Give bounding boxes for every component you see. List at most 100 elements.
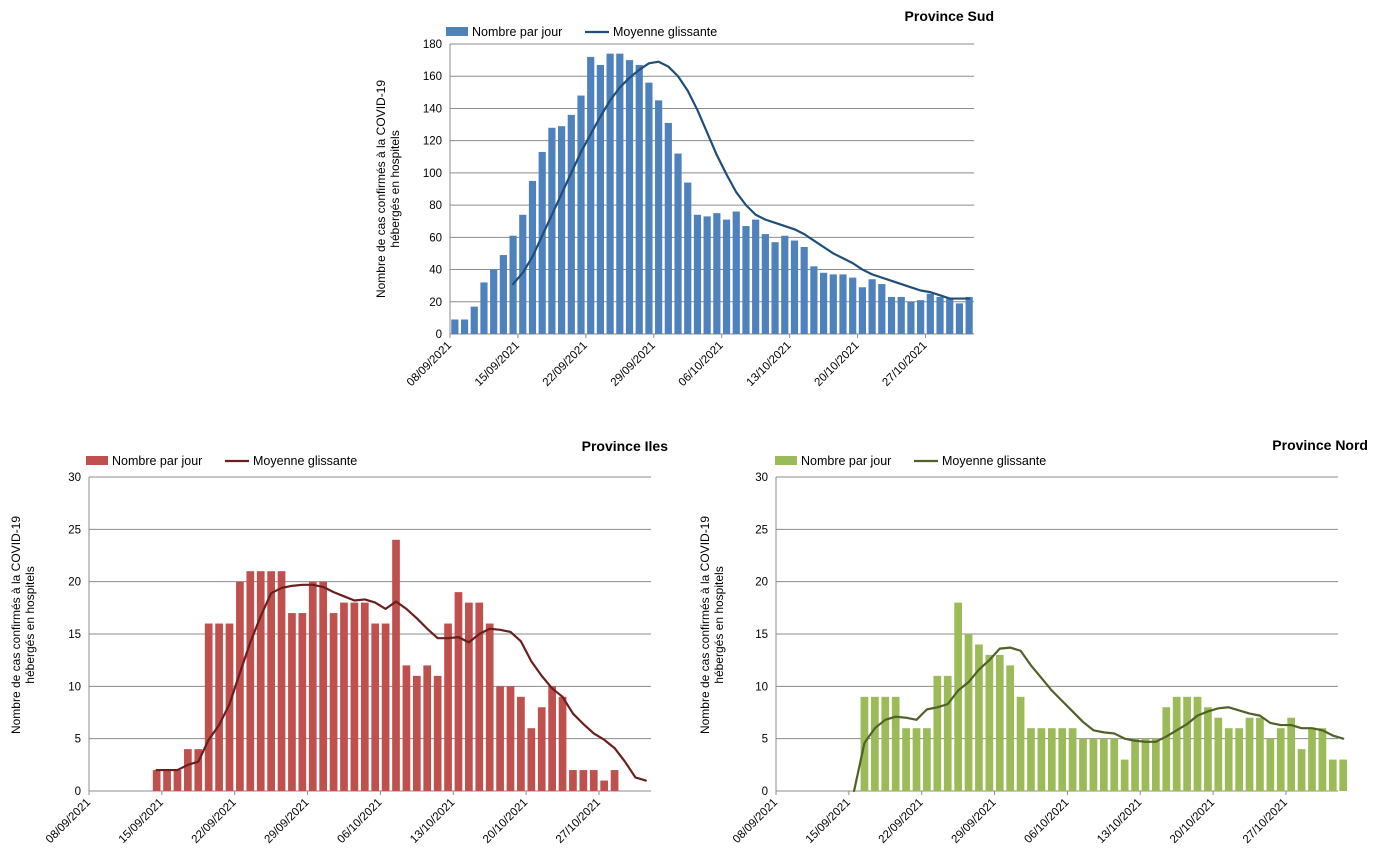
- chart-province-sud: 0 20 40 60 80 100 120 140 160 180 08/09/2021 15/09/…: [374, 8, 994, 389]
- bar-province-sud: [752, 219, 760, 334]
- bar-province-sud: [577, 95, 585, 334]
- chart-title: Province Nord: [1272, 437, 1368, 453]
- bar-province-sud: [674, 153, 682, 334]
- bar-province-iles: [288, 613, 296, 791]
- y-tick-label: 80: [429, 200, 442, 212]
- bar-province-iles: [558, 696, 567, 791]
- bar-province-nord: [933, 675, 942, 791]
- bar-province-sud: [829, 274, 837, 334]
- bar-province-nord: [1308, 728, 1316, 791]
- bar-province-nord: [1162, 707, 1171, 791]
- bar-province-iles: [350, 602, 359, 791]
- x-tick-label: 13/10/2021: [745, 340, 794, 389]
- y-axis-label: Nombre de cas confirmés à la COVID-19héb…: [698, 516, 726, 734]
- bar-province-iles: [454, 592, 463, 791]
- bar-province-iles: [412, 675, 421, 791]
- bar-province-nord: [1047, 728, 1056, 791]
- bar-province-nord: [1297, 749, 1306, 791]
- legend-label-bar: Nombre par jour: [801, 454, 891, 468]
- bar-province-nord: [985, 654, 994, 791]
- bar-province-sud: [936, 296, 944, 334]
- bar-province-nord: [954, 602, 962, 791]
- chart-title: Province Sud: [905, 8, 994, 24]
- bar-province-iles: [475, 602, 484, 791]
- bar-province-sud: [693, 214, 702, 334]
- y-tick-label: 5: [762, 734, 768, 746]
- bar-province-nord: [1224, 728, 1233, 791]
- x-tick-label: 20/10/2021: [1168, 797, 1217, 846]
- x-tick-label: 27/10/2021: [554, 797, 603, 846]
- x-tick-label: 29/09/2021: [609, 340, 658, 389]
- legend-label-bar: Nombre par jour: [472, 25, 562, 39]
- y-tick-label: 20: [429, 297, 442, 309]
- bar-province-iles: [246, 571, 255, 791]
- x-tick-label: 15/09/2021: [473, 340, 522, 389]
- bar-province-iles: [256, 571, 265, 791]
- y-tick-label: 0: [436, 329, 442, 341]
- legend-label-line: Moyenne glissante: [613, 25, 717, 39]
- bar-province-sud: [955, 303, 964, 334]
- y-tick-label: 0: [75, 786, 81, 798]
- x-tick-label: 27/10/2021: [880, 340, 929, 389]
- bar-province-sud: [868, 279, 876, 334]
- bar-province-iles: [423, 665, 432, 791]
- bar-province-iles: [360, 602, 369, 791]
- bar-province-nord: [1256, 717, 1264, 791]
- bar-province-nord: [1089, 738, 1098, 791]
- bar-province-iles: [340, 602, 348, 791]
- y-tick-label: 160: [423, 71, 442, 83]
- bar-province-iles: [329, 613, 338, 791]
- bar-province-sud: [596, 64, 604, 334]
- bar-province-iles: [444, 623, 452, 791]
- bar-province-sud: [703, 216, 711, 334]
- y-tick-label: 30: [755, 472, 768, 484]
- y-axis-label-line1: Nombre de cas confirmés à la COVID-19: [374, 80, 388, 298]
- bar-province-nord: [1328, 759, 1337, 791]
- bar-province-sud: [858, 287, 866, 334]
- bar-province-sud: [567, 114, 575, 334]
- bar-province-iles: [308, 581, 317, 791]
- y-axis-label-line1: Nombre de cas confirmés à la COVID-19: [9, 516, 23, 734]
- bar-province-sud: [625, 60, 634, 334]
- bar-province-iles: [194, 749, 203, 791]
- y-tick-label: 40: [429, 265, 442, 277]
- bar-province-sud: [480, 282, 488, 334]
- bar-province-sud: [538, 151, 546, 334]
- x-tick-label: 22/09/2021: [877, 797, 926, 846]
- y-tick-label: 20: [68, 577, 81, 589]
- bar-province-iles: [517, 696, 525, 791]
- bar-province-sud: [616, 53, 624, 335]
- bar-province-iles: [163, 770, 171, 791]
- bar-province-sud: [849, 277, 857, 334]
- bar-province-sud: [965, 296, 973, 334]
- bar-province-sud: [839, 274, 847, 334]
- bar-province-nord: [1214, 717, 1223, 791]
- y-axis-label-line2: hébergés en hospitels: [23, 566, 37, 683]
- y-axis-label: Nombre de cas confirmés à la COVID-19héb…: [9, 516, 37, 734]
- bar-province-iles: [277, 571, 286, 791]
- bar-province-nord: [1016, 696, 1025, 791]
- bar-province-sud: [790, 240, 799, 334]
- bar-province-iles: [569, 770, 577, 791]
- y-tick-label: 0: [762, 786, 768, 798]
- bar-province-nord: [881, 696, 890, 791]
- bar-province-nord: [871, 696, 879, 791]
- bar-province-sud: [907, 301, 915, 334]
- legend: Nombre par jour Moyenne glissante: [446, 25, 717, 39]
- y-tick-label: 30: [68, 472, 81, 484]
- bar-province-nord: [1339, 759, 1348, 791]
- legend: Nombre par jour Moyenne glissante: [86, 454, 357, 468]
- bar-province-sud: [820, 272, 828, 334]
- bar-province-sud: [587, 56, 595, 335]
- legend-label-bar: Nombre par jour: [112, 454, 202, 468]
- bar-province-iles: [537, 707, 546, 791]
- bar-province-sud: [897, 296, 905, 334]
- bar-province-sud: [732, 211, 740, 334]
- bar-province-iles: [600, 780, 609, 791]
- bar-province-nord: [1037, 728, 1046, 791]
- bar-province-sud: [917, 300, 925, 334]
- x-tick-label: 06/10/2021: [335, 797, 384, 846]
- bar-province-nord: [1235, 728, 1243, 791]
- legend-label-line: Moyenne glissante: [253, 454, 357, 468]
